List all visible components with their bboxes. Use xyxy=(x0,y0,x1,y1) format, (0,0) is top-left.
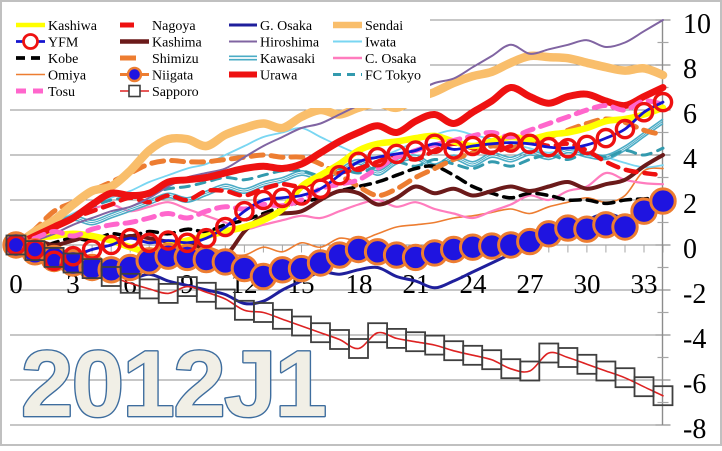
svg-text:Kawasaki: Kawasaki xyxy=(260,52,315,67)
svg-text:8: 8 xyxy=(683,54,697,85)
svg-text:Shimizu: Shimizu xyxy=(152,52,199,67)
svg-text:33: 33 xyxy=(631,269,658,299)
svg-text:Nagoya: Nagoya xyxy=(152,19,196,34)
svg-text:G. Osaka: G. Osaka xyxy=(260,19,313,34)
svg-text:YFM: YFM xyxy=(48,36,79,51)
svg-text:27: 27 xyxy=(517,269,544,299)
svg-text:-8: -8 xyxy=(683,414,706,445)
svg-text:Iwata: Iwata xyxy=(365,36,397,51)
svg-text:10: 10 xyxy=(683,9,711,40)
svg-text:6: 6 xyxy=(683,99,697,130)
svg-text:Omiya: Omiya xyxy=(48,69,87,84)
svg-text:Urawa: Urawa xyxy=(260,69,298,84)
svg-text:Kashima: Kashima xyxy=(152,36,203,51)
svg-text:4: 4 xyxy=(683,144,697,175)
svg-text:0: 0 xyxy=(683,234,697,265)
svg-text:Kashiwa: Kashiwa xyxy=(48,19,98,34)
svg-text:Tosu: Tosu xyxy=(48,85,75,100)
svg-text:30: 30 xyxy=(574,269,601,299)
svg-text:Hiroshima: Hiroshima xyxy=(260,36,320,51)
svg-text:-6: -6 xyxy=(683,369,706,400)
svg-text:-2: -2 xyxy=(683,279,706,310)
svg-text:3: 3 xyxy=(66,269,80,299)
svg-text:2: 2 xyxy=(683,189,697,220)
svg-text:24: 24 xyxy=(460,269,488,299)
svg-text:FC Tokyo: FC Tokyo xyxy=(365,69,421,84)
svg-text:18: 18 xyxy=(346,269,373,299)
svg-text:Sendai: Sendai xyxy=(365,19,403,34)
svg-text:Sapporo: Sapporo xyxy=(152,85,199,100)
svg-text:0: 0 xyxy=(9,269,23,299)
svg-text:Kobe: Kobe xyxy=(48,52,78,67)
svg-text:-4: -4 xyxy=(683,324,706,355)
svg-text:Niigata: Niigata xyxy=(152,69,194,84)
svg-text:C. Osaka: C. Osaka xyxy=(365,52,417,67)
svg-text:2012J1: 2012J1 xyxy=(21,331,326,436)
